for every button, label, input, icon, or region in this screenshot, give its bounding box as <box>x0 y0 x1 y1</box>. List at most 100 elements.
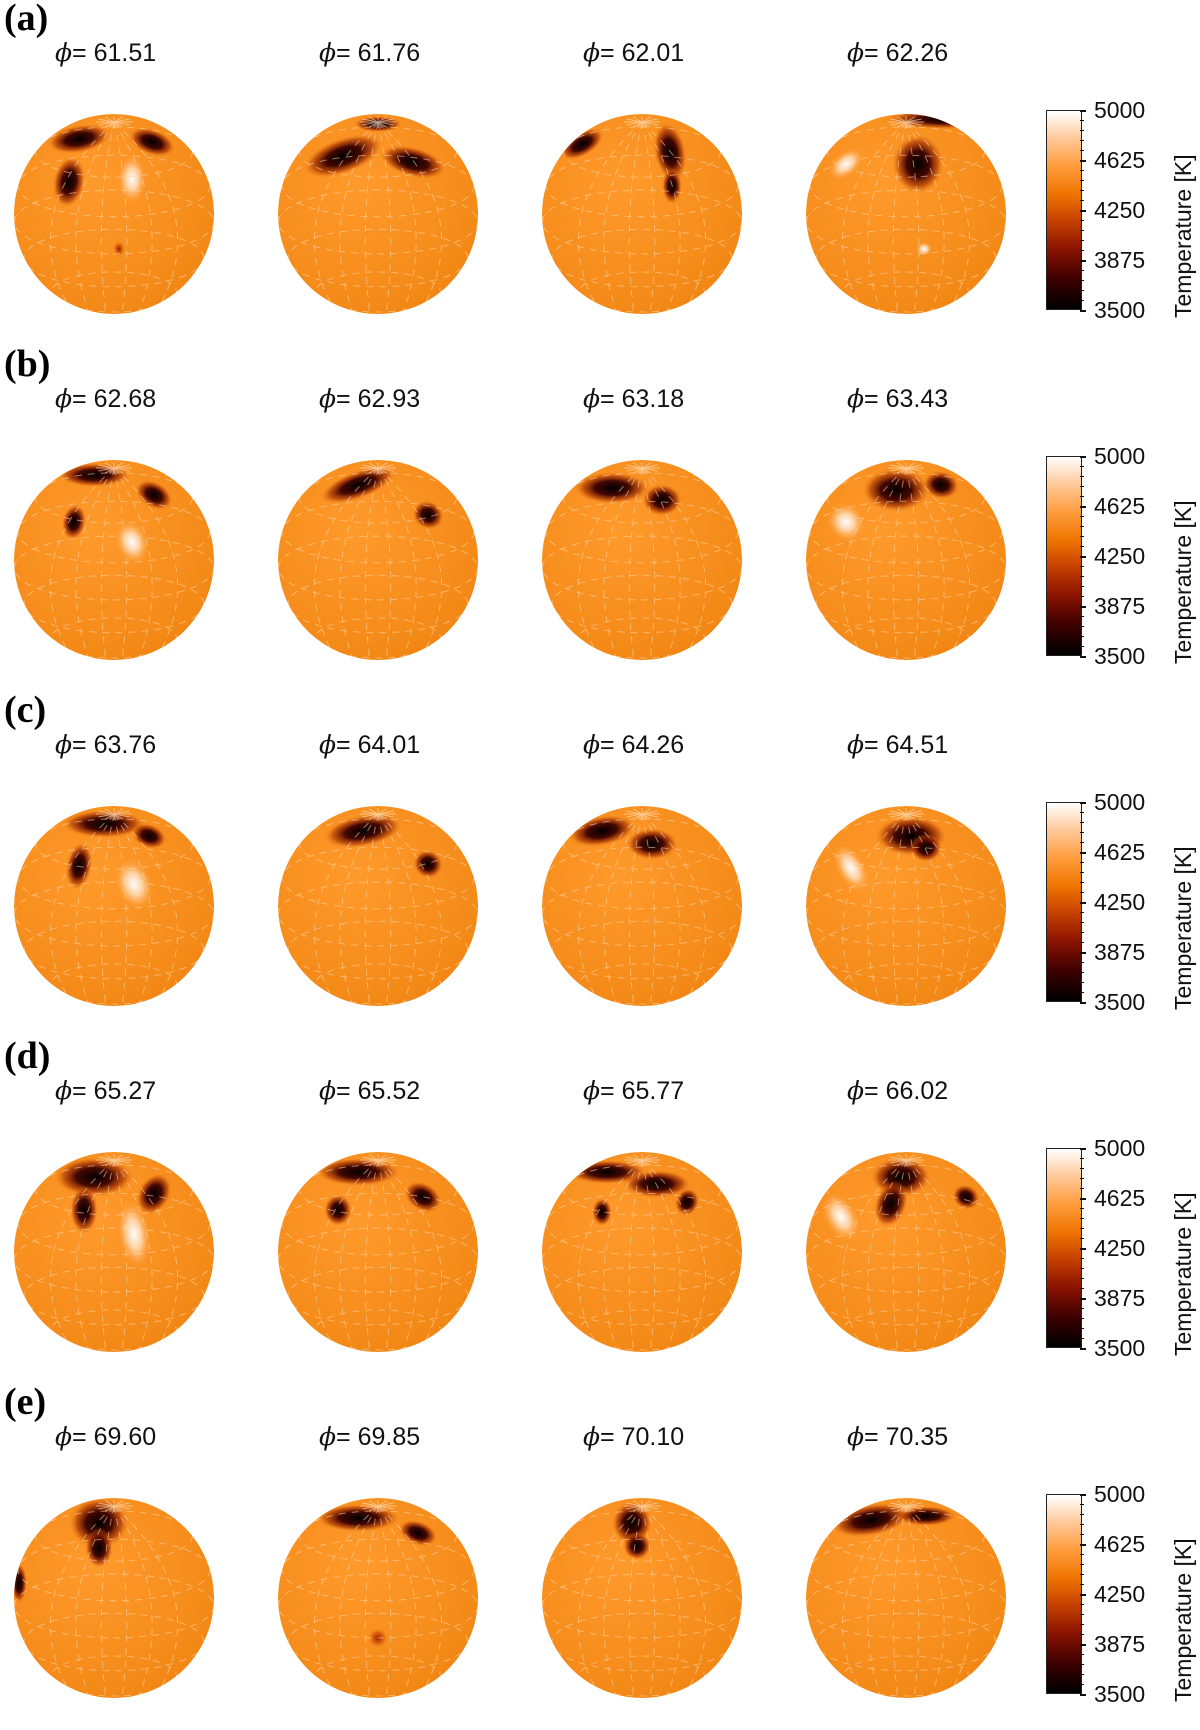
panel-label: (c) <box>4 689 47 731</box>
phase-label: ϕ= 69.60 <box>55 1422 157 1451</box>
cool-spot <box>129 127 175 157</box>
colorbar-tick-label: 3875 <box>1094 1285 1146 1311</box>
colorbar-tick <box>1080 1634 1084 1635</box>
phase-label: ϕ= 64.01 <box>319 730 421 759</box>
colorbar-tick <box>1080 1218 1084 1219</box>
colorbar-tick <box>1080 536 1084 537</box>
phase-label: ϕ= 65.77 <box>583 1076 685 1105</box>
colorbar-tick <box>1080 300 1084 301</box>
colorbar-tick <box>1080 1534 1084 1535</box>
star-surface-map <box>14 1498 214 1698</box>
colorbar-tick-label: 4250 <box>1094 543 1146 569</box>
colorbar-tick <box>1080 1514 1084 1515</box>
colorbar-tick <box>1080 260 1086 262</box>
hot-spot <box>115 520 149 564</box>
cool-spot <box>923 470 959 500</box>
coordinate-grid <box>14 1159 214 1352</box>
star-surface-map <box>806 1152 1006 1352</box>
colorbar-tick <box>1080 1584 1084 1585</box>
cool-spot <box>623 1532 651 1560</box>
phase-symbol: ϕ <box>847 1076 865 1105</box>
colorbar-tick <box>1080 566 1084 567</box>
cool-spot <box>413 849 443 879</box>
phase-value: 64.51 <box>885 731 949 759</box>
star-surface-map <box>14 1152 214 1352</box>
colorbar-tick-label: 4250 <box>1094 1235 1146 1261</box>
colorbar-title: Temperature [K] <box>1170 846 1196 1010</box>
colorbar-tick <box>1080 802 1086 804</box>
colorbar-tick <box>1080 1168 1084 1169</box>
cool-spot <box>135 479 173 511</box>
colorbar-tick <box>1080 1554 1084 1555</box>
phase-label: ϕ= 61.51 <box>55 38 157 67</box>
panel-label: (a) <box>4 0 49 39</box>
hot-spot <box>833 844 869 892</box>
phase-value: 63.18 <box>621 385 685 413</box>
colorbar-tick <box>1080 1238 1084 1239</box>
colorbar-tick <box>1080 1574 1084 1575</box>
coordinate-grid <box>278 121 478 314</box>
colorbar-tick-label: 4625 <box>1094 1185 1146 1211</box>
colorbar-tick <box>1080 1504 1084 1505</box>
colorbar-tick <box>1080 140 1084 141</box>
cool-spot <box>642 484 682 516</box>
colorbar-tick <box>1080 1614 1084 1615</box>
colorbar-tick <box>1080 476 1084 477</box>
colorbar-tick-label: 3500 <box>1094 1335 1146 1361</box>
colorbar-tick <box>1080 832 1084 833</box>
cool-spot <box>404 1181 442 1213</box>
colorbar-tick <box>1080 992 1084 993</box>
phase-value: 65.27 <box>93 1077 157 1105</box>
colorbar-tick-label: 4250 <box>1094 889 1146 915</box>
hot-spot <box>916 242 932 256</box>
phase-symbol: ϕ <box>847 38 865 67</box>
colorbar-tick-label: 4625 <box>1094 147 1146 173</box>
colorbar-tick <box>1080 1544 1086 1546</box>
colorbar-tick <box>1080 486 1084 487</box>
star-surface-map <box>542 460 742 660</box>
colorbar-tick <box>1080 942 1084 943</box>
colorbar-tick <box>1080 912 1084 913</box>
star-surface <box>542 460 742 660</box>
colorbar-tick <box>1080 1258 1084 1259</box>
colorbar-tick <box>1080 496 1084 497</box>
phase-label: ϕ= 70.35 <box>847 1422 949 1451</box>
phase-symbol: ϕ <box>319 38 337 67</box>
colorbar-tick <box>1080 456 1086 458</box>
colorbar-tick <box>1080 626 1084 627</box>
colorbar-tick-label: 5000 <box>1094 1481 1146 1507</box>
phase-symbol: ϕ <box>319 1076 337 1105</box>
phase-label: ϕ= 62.68 <box>55 384 157 413</box>
phase-label: ϕ= 62.26 <box>847 38 949 67</box>
cool-spot <box>592 1198 612 1226</box>
phase-value: 62.93 <box>357 385 421 413</box>
colorbar-tick <box>1080 230 1084 231</box>
colorbar-tick-label: 3500 <box>1094 1681 1146 1707</box>
colorbar-tick-label: 3875 <box>1094 593 1146 619</box>
colorbar-tick <box>1080 280 1084 281</box>
phase-value: 69.85 <box>357 1423 421 1451</box>
colorbar-tick <box>1080 516 1084 517</box>
phase-symbol: ϕ <box>847 1422 865 1451</box>
colorbar-tick <box>1080 656 1086 658</box>
colorbar-tick <box>1080 1654 1084 1655</box>
colorbar-tick <box>1080 812 1084 813</box>
cool-spot <box>113 241 125 257</box>
cool-spot <box>47 124 111 154</box>
colorbar-tick <box>1080 636 1084 637</box>
phase-value: 61.51 <box>93 39 157 67</box>
colorbar-tick <box>1080 1288 1084 1289</box>
hot-spot <box>114 858 154 910</box>
coordinate-grid <box>14 813 214 1006</box>
phase-symbol: ϕ <box>583 1422 601 1451</box>
colorbar-tick <box>1080 586 1084 587</box>
star-surface-map <box>806 1498 1006 1698</box>
star-surface <box>14 1498 214 1698</box>
colorbar-tick <box>1080 932 1084 933</box>
star-surface <box>806 1498 1006 1698</box>
phase-label: ϕ= 70.10 <box>583 1422 685 1451</box>
colorbar-tick <box>1080 1208 1084 1209</box>
phase-symbol: ϕ <box>583 1076 601 1105</box>
colorbar-tick <box>1080 1298 1086 1300</box>
star-surface-map <box>14 460 214 660</box>
